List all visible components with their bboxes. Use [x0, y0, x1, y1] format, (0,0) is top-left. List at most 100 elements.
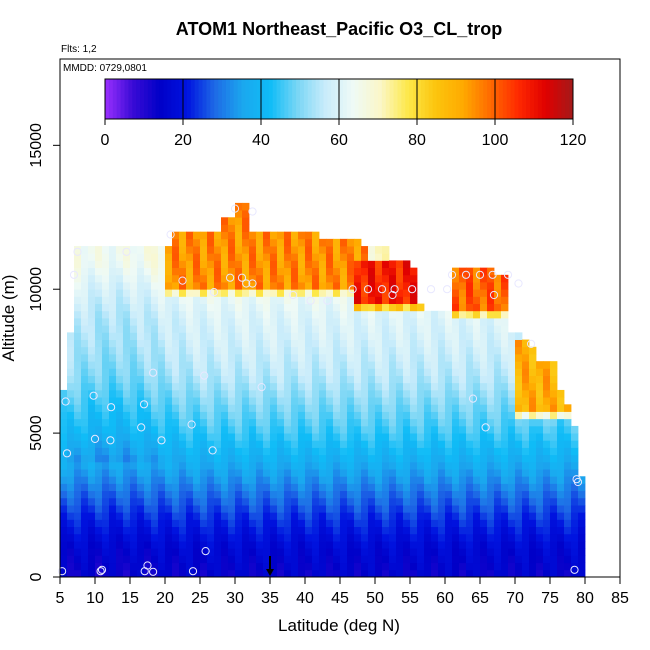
heatmap-cell — [235, 505, 243, 513]
colorbar-swatch — [303, 79, 309, 119]
heatmap-cell — [256, 411, 264, 420]
colorbar-swatch — [393, 79, 398, 119]
heatmap-cell — [515, 533, 523, 542]
heatmap-cell — [389, 526, 397, 535]
heatmap-cell — [494, 526, 502, 535]
heatmap-cell — [249, 440, 257, 448]
heatmap-cell — [249, 433, 257, 441]
heatmap-cell — [403, 296, 411, 305]
heatmap-cell — [200, 238, 208, 247]
heatmap-cell — [242, 483, 250, 492]
colorbar-swatch — [522, 79, 527, 119]
heatmap-cell — [361, 325, 369, 333]
heatmap-cell — [228, 526, 236, 535]
heatmap-cell — [242, 260, 250, 269]
heatmap-cell — [326, 397, 334, 405]
heatmap-cell — [102, 512, 110, 520]
heatmap-cell — [207, 282, 215, 290]
heatmap-cell — [536, 461, 544, 470]
heatmap-cell — [543, 461, 551, 470]
heatmap-cell — [200, 404, 208, 412]
heatmap-cell — [137, 282, 145, 290]
heatmap-cell — [403, 418, 411, 427]
heatmap-cell — [123, 353, 131, 362]
heatmap-cell — [375, 505, 383, 513]
heatmap-cell — [242, 361, 250, 369]
heatmap-cell — [347, 562, 355, 571]
heatmap-cell — [88, 541, 96, 549]
colorbar-tick-label: 20 — [174, 132, 192, 149]
heatmap-cell — [165, 253, 173, 261]
heatmap-cell — [305, 274, 313, 283]
heatmap-cell — [151, 562, 159, 571]
heatmap-cell — [403, 411, 411, 420]
heatmap-cell — [417, 454, 425, 463]
heatmap-cell — [249, 425, 257, 434]
heatmap-cell — [123, 454, 131, 463]
heatmap-cell — [165, 433, 173, 441]
heatmap-cell — [144, 318, 152, 326]
heatmap-cell — [319, 562, 327, 571]
heatmap-cell — [291, 533, 299, 542]
heatmap-cell — [95, 461, 103, 470]
sample-point — [122, 247, 131, 256]
heatmap-cell — [522, 555, 530, 564]
heatmap-cell — [109, 505, 117, 513]
heatmap-cell — [326, 526, 334, 535]
heatmap-cell — [459, 353, 467, 362]
heatmap-cell — [165, 339, 173, 348]
heatmap-cell — [242, 282, 250, 290]
heatmap-cell — [368, 555, 376, 564]
colorbar-swatch — [272, 79, 277, 119]
heatmap-cell — [116, 433, 124, 441]
heatmap-cell — [529, 433, 537, 441]
heatmap-cell — [242, 569, 250, 578]
heatmap-cell — [557, 512, 565, 520]
heatmap-cell — [312, 476, 320, 484]
heatmap-cell — [354, 339, 362, 348]
heatmap-cell — [165, 454, 173, 463]
heatmap-cell — [382, 454, 390, 463]
heatmap-cell — [95, 411, 103, 420]
heatmap-cell — [242, 440, 250, 448]
heatmap-cell — [354, 296, 362, 305]
heatmap-cell — [137, 382, 145, 391]
heatmap-cell — [158, 289, 166, 297]
heatmap-cell — [354, 411, 362, 420]
heatmap-cell — [109, 533, 117, 542]
heatmap-cell — [186, 418, 194, 427]
heatmap-cell — [431, 519, 439, 528]
heatmap-cell — [235, 224, 243, 233]
heatmap-cell — [431, 562, 439, 571]
heatmap-cell — [256, 246, 264, 254]
heatmap-cell — [340, 346, 348, 355]
heatmap-cell — [249, 397, 257, 405]
heatmap-cell — [389, 332, 397, 340]
heatmap-cell — [123, 519, 131, 528]
heatmap-cell — [326, 411, 334, 420]
heatmap-cell — [207, 476, 215, 484]
heatmap-cell — [445, 569, 453, 578]
heatmap-cell — [88, 533, 96, 542]
heatmap-cell — [452, 425, 460, 434]
heatmap-cell — [319, 425, 327, 434]
heatmap-cell — [410, 497, 418, 506]
heatmap-cell — [445, 447, 453, 456]
heatmap-cell — [88, 282, 96, 290]
heatmap-cell — [445, 454, 453, 463]
heatmap-cell — [256, 433, 264, 441]
heatmap-cell — [200, 433, 208, 441]
heatmap-cell — [424, 332, 432, 340]
heatmap-cell — [186, 339, 194, 348]
heatmap-cell — [256, 282, 264, 290]
heatmap-cell — [480, 310, 488, 319]
heatmap-cell — [375, 332, 383, 340]
heatmap-cell — [459, 318, 467, 326]
heatmap-cell — [228, 425, 236, 434]
colorbar-swatch — [323, 79, 328, 119]
heatmap-cell — [361, 382, 369, 391]
heatmap-cell — [396, 411, 404, 420]
heatmap-cell — [179, 382, 187, 391]
heatmap-cell — [326, 541, 334, 549]
heatmap-cell — [249, 548, 257, 556]
